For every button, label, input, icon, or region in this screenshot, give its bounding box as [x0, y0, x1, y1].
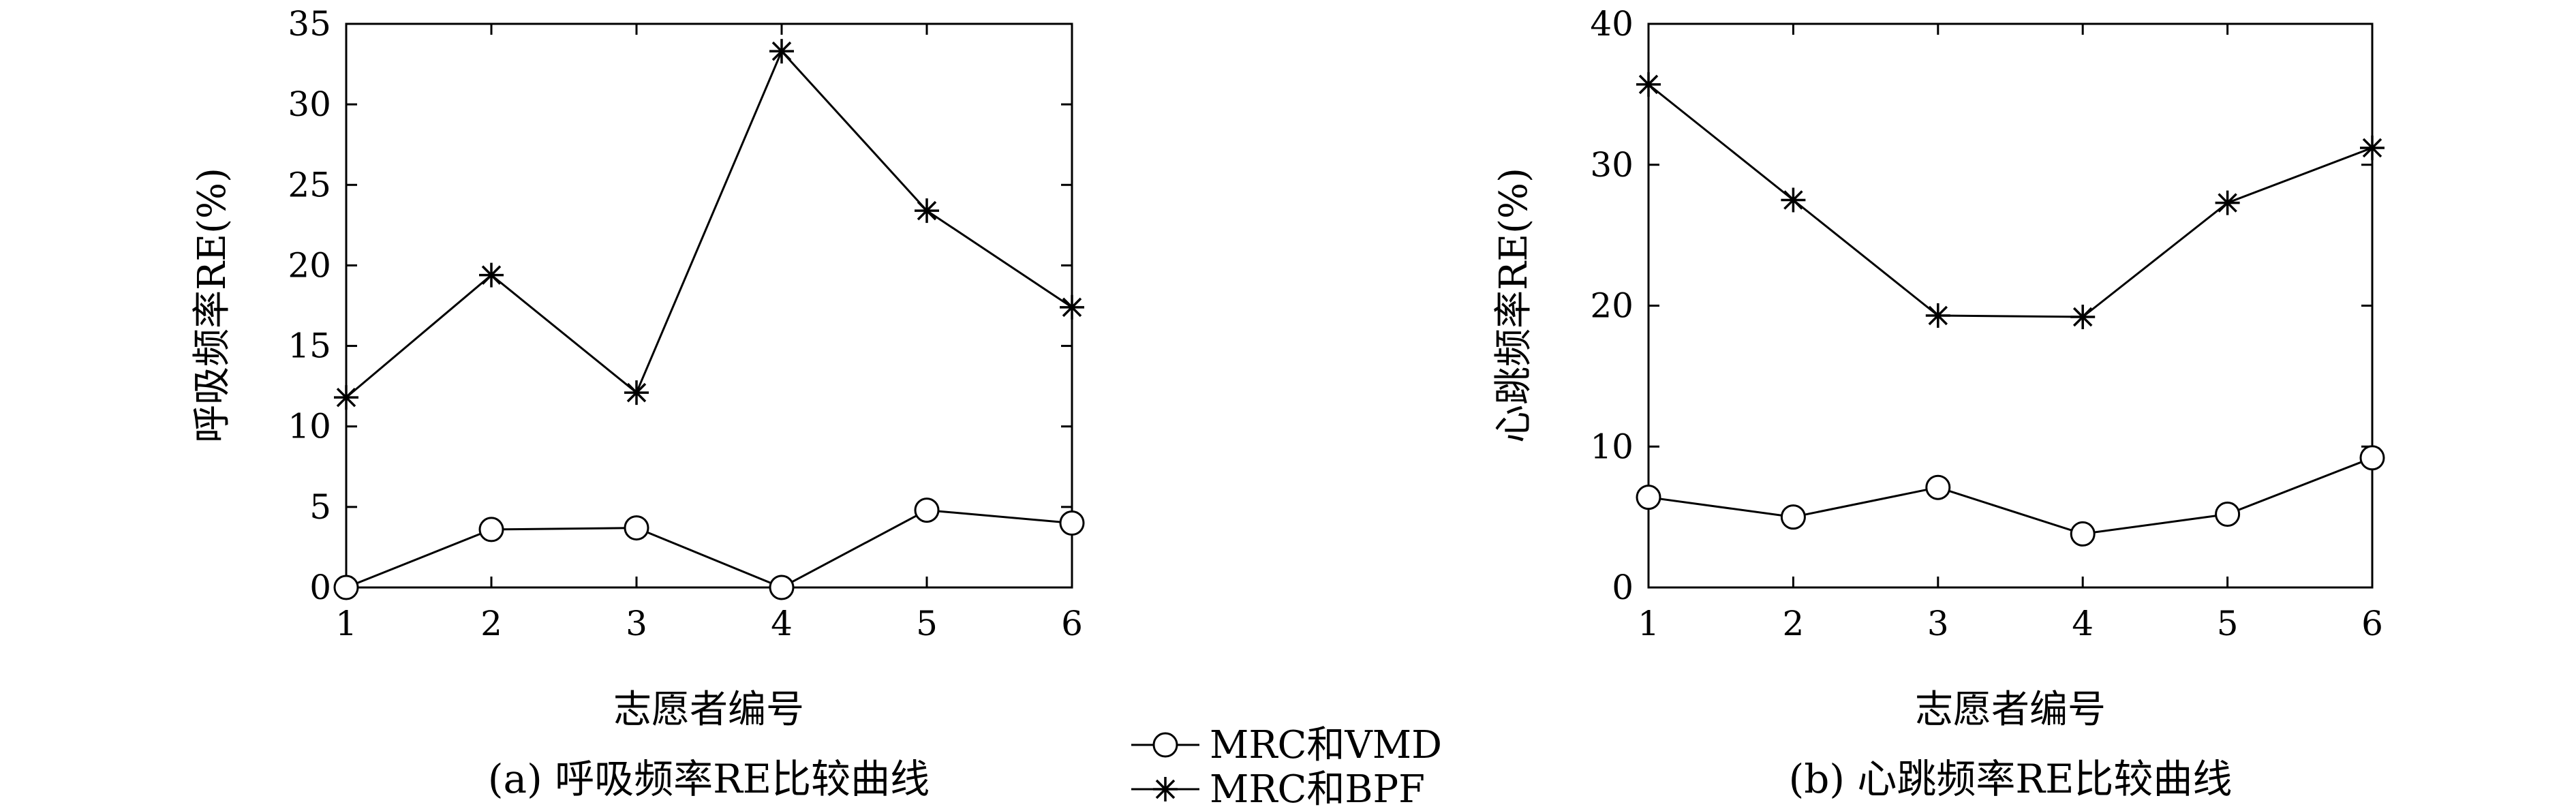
data-point-star — [2215, 190, 2240, 215]
chart-heartbeat: 1 2 3 4 5 6 0 10 20 30 40 志愿者编号 心跳频率RE(%) (b) 心跳频率… — [1492, 4, 2385, 802]
y-tick-label: 25 — [288, 165, 331, 204]
data-point-star — [334, 385, 358, 410]
chart-respiration: 1 2 3 4 5 6 0 5 10 15 20 25 30 35 志愿者编号 呼吸频率RE(%) (a)… — [190, 4, 1085, 802]
y-tick-label: 15 — [288, 326, 331, 366]
x-tick-label: 1 — [1638, 604, 1659, 643]
ticks: 1 2 3 4 5 6 0 5 10 15 20 25 30 35 — [288, 4, 1083, 643]
data-point-circle — [2359, 445, 2385, 471]
data-point-circle — [769, 575, 795, 600]
data-point-star — [1781, 187, 1806, 213]
data-point-circle — [1925, 474, 1951, 500]
x-tick-label: 5 — [916, 604, 938, 643]
marks — [333, 39, 1085, 600]
y-tick-label: 35 — [288, 4, 331, 44]
y-tick-label: 10 — [1590, 427, 1634, 466]
data-point-circle — [624, 515, 649, 541]
data-point-star — [2360, 135, 2385, 160]
legend-item-bpf: MRC和BPF — [1131, 767, 1425, 811]
ticks: 1 2 3 4 5 6 0 10 20 30 40 — [1590, 4, 2383, 643]
y-tick-label: 30 — [288, 85, 331, 124]
legend-label: MRC和VMD — [1210, 723, 1442, 767]
series-line-1 — [1648, 457, 2373, 535]
data-point-circle — [1059, 510, 1085, 536]
data-point-star — [479, 262, 504, 288]
y-tick-label: 5 — [309, 487, 331, 527]
series-line-1 — [346, 509, 1073, 589]
y-axis-label: 呼吸频率RE(%) — [190, 168, 234, 443]
chart-caption: (a) 呼吸频率RE比较曲线 — [488, 756, 930, 802]
y-tick-label: 0 — [1612, 568, 1634, 607]
data-point-star — [624, 380, 649, 406]
x-tick-label: 1 — [335, 604, 357, 643]
data-point-star — [1060, 294, 1084, 320]
series-line-2 — [1648, 83, 2373, 318]
y-tick-label: 30 — [1590, 145, 1634, 185]
legend-item-vmd: MRC和VMD — [1131, 723, 1442, 767]
data-point-circle — [478, 517, 504, 542]
data-point-circle — [1636, 485, 1661, 510]
legend-circle-marker — [1152, 732, 1178, 758]
x-tick-label: 4 — [2072, 604, 2094, 643]
x-tick-label: 6 — [1061, 604, 1083, 643]
data-point-star — [915, 198, 939, 224]
data-point-circle — [2070, 521, 2096, 547]
legend-label: MRC和BPF — [1210, 767, 1425, 811]
x-tick-label: 2 — [1782, 604, 1804, 643]
data-point-star — [1925, 303, 1950, 328]
x-tick-label: 5 — [2217, 604, 2239, 643]
x-tick-label: 3 — [1927, 604, 1949, 643]
marks — [1636, 72, 2385, 547]
y-axis-label: 心跳频率RE(%) — [1492, 168, 1536, 443]
plot-frame — [1647, 22, 2374, 589]
data-point-star — [1636, 72, 1661, 97]
series-line-2 — [346, 49, 1073, 399]
data-point-star — [769, 39, 794, 64]
chart-caption: (b) 心跳频率RE比较曲线 — [1789, 756, 2233, 802]
y-tick-label: 0 — [309, 568, 331, 607]
y-tick-label: 10 — [288, 407, 331, 446]
x-tick-label: 3 — [626, 604, 647, 643]
x-axis-label: 志愿者编号 — [613, 688, 804, 732]
data-point-circle — [333, 575, 359, 600]
x-tick-label: 2 — [480, 604, 502, 643]
data-point-star — [2070, 305, 2096, 330]
x-tick-label: 6 — [2361, 604, 2383, 643]
y-tick-label: 20 — [1590, 286, 1634, 326]
legend: MRC和VMD MRC和BPF — [1131, 723, 1442, 811]
data-point-circle — [914, 498, 940, 523]
y-tick-label: 20 — [288, 245, 331, 285]
data-point-circle — [2215, 501, 2241, 527]
legend-star-marker — [1153, 777, 1178, 801]
x-axis-label: 志愿者编号 — [1915, 688, 2106, 732]
x-tick-label: 4 — [771, 604, 793, 643]
y-tick-label: 40 — [1590, 4, 1634, 44]
data-point-circle — [1780, 504, 1806, 530]
